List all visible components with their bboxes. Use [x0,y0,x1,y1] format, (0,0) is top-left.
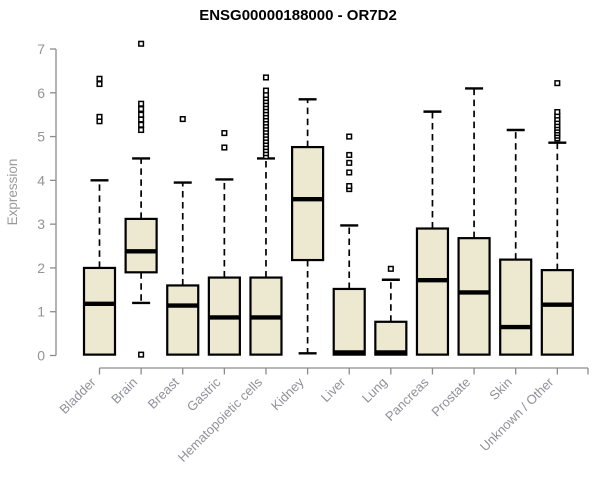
boxplot-group-brain [124,40,158,358]
outlier-point [96,80,103,88]
chart-title: ENSG00000188000 - OR7D2 [199,7,397,24]
outlier-point [346,133,353,140]
x-category-label-breast: Breast [145,374,182,411]
boxplot-group-prostate [457,87,491,356]
outlier-point [138,351,145,358]
boxplot-group-pancreas [415,110,450,356]
outlier-point [262,87,270,94]
outlier-point [262,74,270,81]
box-rect [291,145,325,262]
outlier-point [138,126,145,134]
y-axis-label: Expression [5,159,20,226]
box-rect [457,237,491,356]
y-tick-label: 2 [37,260,45,276]
y-tick-label: 0 [37,348,45,364]
y-tick-label: 6 [37,85,45,101]
box-rect [374,320,408,356]
outlier-point [346,159,353,166]
boxplot-group-liver [332,133,366,356]
x-category-label-brain: Brain [108,375,140,407]
outlier-point [96,75,103,82]
y-tick-label: 7 [37,41,45,57]
boxplot-group-unknown-other [540,80,574,356]
outlier-point [346,169,353,176]
outlier-point [346,151,353,159]
boxplot-group-gastric [207,130,241,356]
boxplot-group-breast [166,116,200,356]
x-category-label-unknown-other: Unknown / Other [477,374,557,454]
y-tick-label: 5 [37,129,45,145]
box-rect [540,269,574,356]
x-category-label-gastric: Gastric [184,374,224,414]
y-tick-label: 1 [37,304,45,320]
outlier-point [554,109,561,116]
outlier-point [96,113,103,120]
x-category-label-liver: Liver [318,374,349,405]
box-rect [332,287,366,356]
boxplot-group-bladder [82,75,117,356]
boxplot-group-lung [374,265,408,356]
x-category-label-pancreas: Pancreas [382,374,432,424]
outlier-point [138,100,145,107]
outlier-point [138,105,145,113]
x-category-label-lung: Lung [359,375,390,406]
boxplot-group-skin [499,128,533,356]
x-category-label-kidney: Kidney [268,374,307,413]
x-category-label-bladder: Bladder [56,374,99,417]
outlier-point [138,40,145,47]
outlier-point [138,116,145,123]
box-rect [124,217,158,274]
outlier-point [138,121,145,128]
outlier-point [179,116,186,123]
boxplot-group-kidney [291,98,325,355]
outlier-point [138,111,145,118]
y-tick-label: 3 [37,216,45,232]
box-rect [415,227,450,356]
outlier-point [221,144,228,151]
outlier-point [387,265,394,272]
outlier-point [346,182,353,190]
boxplot-group-hematopoietic-cells [249,74,283,356]
x-category-label-prostate: Prostate [428,375,473,420]
y-tick-label: 4 [37,172,45,188]
box-rect [82,266,117,356]
box-rect [166,284,200,356]
outlier-point [221,130,228,137]
x-category-label-skin: Skin [486,375,514,403]
outlier-point [554,80,561,87]
box-rect [499,258,533,356]
